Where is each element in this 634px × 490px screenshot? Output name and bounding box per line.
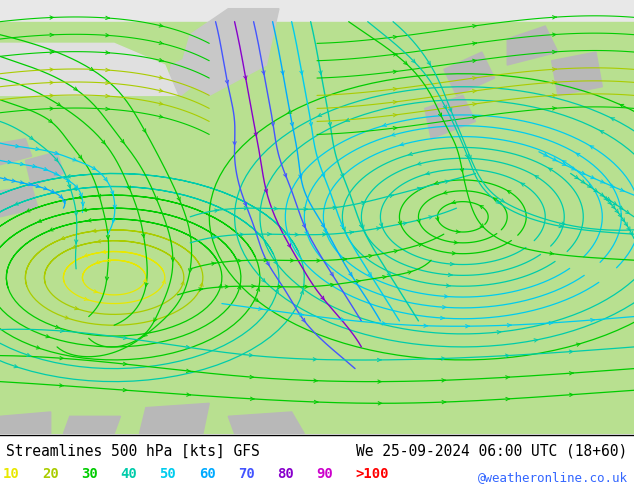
Polygon shape	[139, 403, 209, 434]
Text: 10: 10	[3, 467, 20, 481]
Polygon shape	[178, 9, 279, 96]
Polygon shape	[552, 52, 602, 96]
Polygon shape	[228, 412, 304, 434]
Polygon shape	[0, 412, 51, 434]
Text: 80: 80	[277, 467, 294, 481]
Text: 70: 70	[238, 467, 254, 481]
Text: We 25-09-2024 06:00 UTC (18+60): We 25-09-2024 06:00 UTC (18+60)	[356, 444, 628, 459]
Polygon shape	[444, 52, 495, 96]
Polygon shape	[0, 22, 634, 434]
Polygon shape	[425, 96, 476, 139]
Text: 60: 60	[198, 467, 216, 481]
Polygon shape	[0, 44, 178, 96]
Polygon shape	[25, 152, 63, 187]
Polygon shape	[0, 139, 32, 165]
Text: 30: 30	[81, 467, 98, 481]
Text: 40: 40	[120, 467, 137, 481]
Polygon shape	[0, 187, 38, 217]
Polygon shape	[168, 56, 203, 96]
Text: 90: 90	[316, 467, 333, 481]
Text: @weatheronline.co.uk: @weatheronline.co.uk	[477, 471, 628, 484]
Polygon shape	[507, 26, 558, 65]
Text: 50: 50	[160, 467, 176, 481]
Text: >100: >100	[355, 467, 389, 481]
Polygon shape	[63, 416, 120, 434]
Text: Streamlines 500 hPa [kts] GFS: Streamlines 500 hPa [kts] GFS	[6, 444, 260, 459]
Text: 20: 20	[42, 467, 59, 481]
